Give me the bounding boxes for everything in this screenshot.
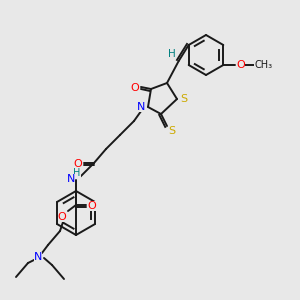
Text: O: O (236, 60, 245, 70)
Text: N: N (137, 102, 145, 112)
Text: N: N (34, 252, 42, 262)
Text: S: S (168, 126, 175, 136)
Text: O: O (58, 212, 66, 222)
Text: O: O (130, 83, 140, 93)
Text: S: S (180, 94, 188, 104)
Text: O: O (74, 159, 82, 169)
Text: O: O (88, 201, 96, 211)
Text: CH₃: CH₃ (254, 60, 272, 70)
Text: H: H (168, 49, 176, 59)
Text: N: N (67, 174, 75, 184)
Text: H: H (73, 168, 81, 178)
